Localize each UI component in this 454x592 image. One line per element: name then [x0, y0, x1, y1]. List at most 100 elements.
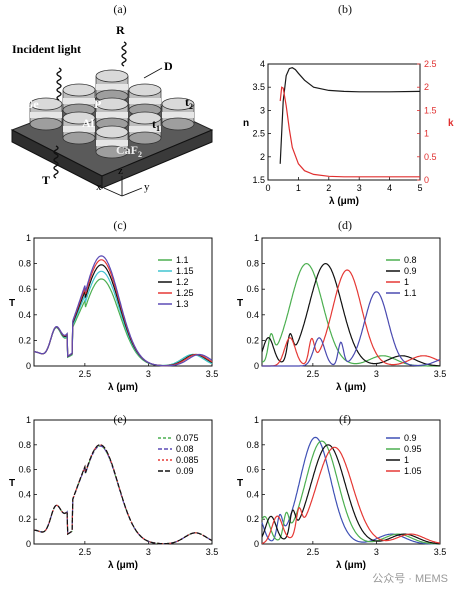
x-tick-label: 3 — [374, 369, 379, 379]
series-line-0.8 — [261, 262, 440, 367]
y-tick-label: 0.8 — [246, 440, 259, 450]
y-tick-label: 0.4 — [246, 310, 259, 320]
y-axis-label: T — [237, 298, 243, 309]
watermark: 公众号 · MEMS — [372, 573, 448, 585]
y-tick-label: 0.8 — [18, 440, 31, 450]
y-tick-label: 0.4 — [18, 489, 31, 499]
y-tick-label: 1.5 — [252, 175, 265, 185]
y2-tick-label: 2.5 — [424, 59, 437, 69]
y-tick-label: 0.6 — [18, 465, 31, 475]
label-e: (e) — [113, 412, 127, 426]
y-tick-label: 1 — [254, 415, 259, 425]
label-t1: t1 — [152, 117, 160, 133]
x-tick-label: 2.5 — [79, 547, 92, 557]
y-tick-label: 0.6 — [246, 465, 259, 475]
axis-x-label: x — [96, 181, 102, 193]
legend-label: 0.9 — [404, 266, 417, 276]
x-tick-label: 1 — [296, 183, 301, 193]
pillar — [161, 97, 195, 131]
label-t2: t2 — [185, 95, 193, 111]
legend-label: 0.8 — [404, 255, 417, 265]
metasurface-schematic: Incident light R T D Ge P t2 Al t1 CaF2 … — [10, 23, 214, 197]
label-D: D — [164, 59, 173, 73]
x-axis-label: λ (μm) — [108, 560, 138, 571]
legend-label: 1.1 — [404, 288, 417, 298]
y-axis-label: T — [9, 298, 15, 309]
y-tick-label: 4 — [260, 59, 265, 69]
y2-tick-label: 2 — [424, 82, 429, 92]
legend-label: 0.09 — [176, 466, 194, 476]
chart-d-transmission: 2.5 3 3.500.20.40.60.81λ (μm)T0.80.911.1 — [237, 233, 447, 393]
x-tick-label: 3 — [146, 369, 151, 379]
incident-light-label: Incident light — [12, 42, 81, 56]
series-line-left — [279, 67, 421, 164]
reflected-label: R — [116, 23, 125, 37]
label-c: (c) — [113, 218, 127, 232]
plot-frame — [261, 419, 441, 545]
x-tick-label: 3 — [374, 547, 379, 557]
series-line-1.3 — [34, 255, 213, 367]
y-tick-label: 0.2 — [246, 335, 259, 345]
y2-axis-label: k — [448, 118, 454, 129]
series-line-0.09 — [34, 444, 213, 545]
y-tick-label: 1 — [26, 233, 31, 243]
x-tick-label: 3.5 — [434, 369, 447, 379]
plot-frame — [267, 63, 421, 181]
y2-tick-label: 1.5 — [424, 105, 437, 115]
leader-D — [143, 67, 163, 79]
x-tick-label: 2 — [326, 183, 331, 193]
legend-label: 1.25 — [176, 288, 194, 298]
y2-tick-label: 0.5 — [424, 152, 437, 162]
series-line-1 — [262, 269, 441, 367]
x-axis-label: λ (μm) — [329, 196, 359, 207]
x-tick-label: 5 — [417, 183, 422, 193]
y-tick-label: 3.5 — [252, 82, 265, 92]
x-tick-label: 2.5 — [307, 547, 320, 557]
legend-label: 0.9 — [404, 433, 417, 443]
series-line-1 — [261, 444, 440, 545]
x-axis-label: λ (μm) — [108, 382, 138, 393]
plot-frame — [33, 419, 213, 545]
y-tick-label: 3 — [260, 105, 265, 115]
label-d: (d) — [338, 218, 352, 232]
y-axis-label: n — [243, 118, 249, 129]
series-line-1.05 — [261, 446, 441, 545]
legend-label: 1 — [404, 455, 409, 465]
pillar — [62, 111, 96, 145]
pillar — [128, 111, 162, 145]
x-tick-label: 3.5 — [434, 547, 447, 557]
chart-c-transmission: 2.5 3 3.500.20.40.60.81λ (μm)T1.11.151.21.… — [9, 233, 218, 393]
y-tick-label: 0.6 — [18, 284, 31, 294]
x-tick-label: 3 — [357, 183, 362, 193]
pillar — [95, 97, 129, 131]
legend-label: 1.15 — [176, 266, 194, 276]
label-Ge: Ge — [24, 97, 39, 111]
plot-frame — [33, 237, 213, 367]
x-tick-label: 0 — [265, 183, 270, 193]
transmitted-wave — [53, 145, 59, 179]
substrate-right-side — [101, 129, 213, 189]
x-axis-label: λ (μm) — [336, 382, 366, 393]
coordinate-axes — [103, 176, 143, 197]
y-tick-label: 2.5 — [252, 129, 265, 139]
y-tick-label: 0 — [26, 539, 31, 549]
x-axis-label: λ (μm) — [336, 560, 366, 571]
label-a: (a) — [113, 2, 127, 16]
chart-e-transmission: 2.5 3 3.500.20.40.60.81λ (μm)T0.0750.080.0… — [9, 415, 218, 571]
y2-tick-label: 1 — [424, 129, 429, 139]
x-tick-label: 2.5 — [307, 369, 320, 379]
y-tick-label: 0.4 — [246, 489, 259, 499]
plot-frame — [261, 237, 441, 367]
chart-b-refractive-index: 0 1 2 3 4 5 1.5 2 2.5 3 3.5 4 λ (μm) n 0 0.5 1 1.5 2 2.5 k — [243, 59, 454, 207]
y-tick-label: 2 — [260, 152, 265, 162]
pillar — [128, 83, 162, 117]
pillar — [29, 97, 63, 131]
legend-label: 0.95 — [404, 444, 422, 454]
y-tick-label: 1 — [254, 233, 259, 243]
y-tick-label: 0.8 — [246, 259, 259, 269]
axis-y-label: y — [144, 181, 150, 193]
y-tick-label: 0.6 — [246, 284, 259, 294]
pillar — [62, 83, 96, 117]
series-line-1.1 — [262, 291, 441, 367]
